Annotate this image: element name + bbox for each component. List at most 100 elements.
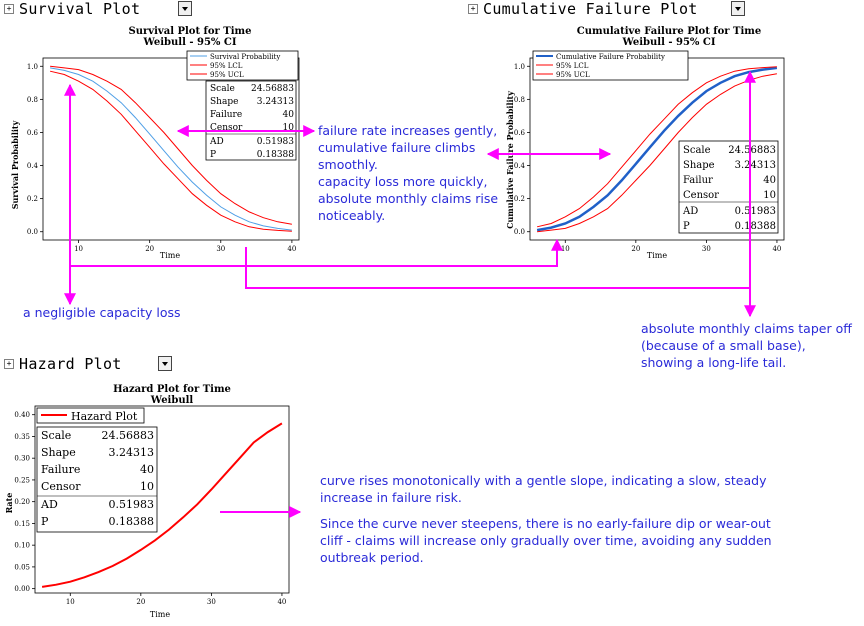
- legend-label: Survival Probability: [210, 53, 280, 61]
- y-tick-label: 0.40: [14, 411, 30, 419]
- stat-label: Scale: [683, 145, 711, 156]
- stat-value: 40: [140, 463, 154, 476]
- stat-value: 10: [763, 190, 776, 201]
- stat-value: 0.51983: [257, 137, 294, 147]
- y-tick-label: 0.8: [514, 96, 525, 104]
- legend-label: Hazard Plot: [71, 410, 138, 423]
- y-axis-label: Cumulative Failure Probability: [505, 91, 515, 229]
- stat-label: Failure: [210, 110, 242, 120]
- x-tick-label: 20: [136, 598, 145, 606]
- annotation-line: smoothly.: [318, 157, 378, 172]
- stat-value: 40: [763, 175, 776, 186]
- stat-label: Scale: [41, 429, 71, 442]
- stats-box: [678, 140, 779, 234]
- survival-chart: Survival Plot for Time Weibull - 95% CI …: [10, 26, 300, 260]
- y-tick-label: 0.8: [27, 96, 38, 104]
- hazard-chart: Hazard Plot for Time Weibull Rate Time 0…: [4, 384, 290, 619]
- stat-label: Shape: [210, 97, 238, 107]
- legend: Survival Probability 95% LCL 95% UCL: [186, 50, 299, 81]
- x-axis-label: Time: [150, 610, 170, 619]
- annotation-line: increase in failure risk.: [320, 490, 462, 505]
- stats-box: [205, 80, 297, 161]
- annotation-line: noticeably.: [318, 208, 386, 223]
- cumulative-dropdown-button[interactable]: [731, 1, 745, 16]
- series-line-cumulative: [536, 66, 778, 232]
- y-axis-label: Survival Probability: [10, 120, 20, 209]
- series-line-lcl: [537, 73, 777, 233]
- stat-value: 0.51983: [109, 498, 155, 511]
- expand-icon[interactable]: +: [4, 359, 14, 369]
- y-tick-label: 0.6: [27, 129, 39, 137]
- legend-label: 95% UCL: [556, 71, 590, 79]
- y-axis-label: Rate: [4, 493, 14, 514]
- legend-label: Cumulative Failure Probability: [556, 53, 665, 61]
- x-axis-label: Time: [647, 251, 667, 260]
- legend: Cumulative Failure Probability 95% LCL 9…: [532, 50, 689, 81]
- legend-label: 95% LCL: [210, 62, 243, 70]
- x-tick-label: 20: [631, 245, 640, 253]
- annotation-right: absolute monthly claims taper off (becau…: [641, 320, 861, 371]
- chart-subtitle: Weibull: [150, 395, 194, 406]
- stat-value: 10: [283, 123, 295, 133]
- annotation-line: cliff - claims will increase only gradua…: [320, 533, 772, 548]
- y-tick-label: 0.2: [514, 195, 525, 203]
- survival-dropdown-button[interactable]: [178, 1, 192, 16]
- annotation-line: (because of a small base),: [641, 338, 806, 353]
- legend-label: 95% LCL: [556, 62, 589, 70]
- y-tick-label: 0.30: [14, 455, 30, 463]
- series-line-ucl: [536, 66, 777, 228]
- panel-title-hazard: Hazard Plot: [19, 355, 122, 373]
- x-axis-label: Time: [160, 251, 180, 260]
- x-tick-label: 40: [772, 245, 781, 253]
- series-line-survival: [50, 67, 292, 231]
- cumulative-failure-chart: Cumulative Failure Plot for Time Weibull…: [505, 26, 785, 260]
- survival-panel-header: + Survival Plot: [4, 0, 140, 18]
- stat-value: 3.24313: [109, 446, 155, 459]
- legend: Hazard Plot: [36, 407, 145, 424]
- y-tick-label: 0.0: [514, 228, 525, 236]
- y-tick-label: 0.10: [14, 542, 30, 550]
- stat-label: Shape: [683, 160, 715, 171]
- stat-value: 0.51983: [735, 206, 776, 217]
- annotation-line: a negligible capacity loss: [23, 305, 181, 320]
- stat-value: 10: [140, 480, 154, 493]
- stat-value: 40: [283, 110, 295, 120]
- stat-label: AD: [682, 206, 698, 217]
- expand-icon[interactable]: +: [468, 4, 478, 14]
- hazard-panel-header: + Hazard Plot: [4, 355, 122, 373]
- y-tick-label: 0.25: [14, 476, 30, 484]
- stat-value: 24.56883: [102, 429, 155, 442]
- x-tick-label: 40: [287, 245, 296, 253]
- stats-table: Scale 24.56883 Shape 3.24313 Failure 40 …: [36, 426, 158, 533]
- stat-value: 0.18388: [735, 221, 776, 232]
- x-tick-label: 30: [216, 245, 225, 253]
- panel-title-cumulative: Cumulative Failure Plot: [483, 0, 698, 18]
- y-tick-label: 1.0: [27, 63, 38, 71]
- stat-value: 24.56883: [251, 84, 294, 94]
- y-tick-label: 0.4: [514, 162, 526, 170]
- annotation-line: cumulative failure climbs: [318, 140, 476, 155]
- annotation-line: absolute monthly claims rise: [318, 191, 499, 206]
- hazard-dropdown-button[interactable]: [158, 356, 172, 371]
- stat-value: 3.24313: [257, 97, 294, 107]
- annotation-line: absolute monthly claims taper off: [641, 321, 852, 336]
- annotation-line: failure rate increases gently,: [318, 123, 498, 138]
- chart-title: Hazard Plot for Time: [113, 384, 231, 395]
- stat-value: 3.24313: [735, 160, 776, 171]
- annotation-hazard: curve rises monotonically with a gentle …: [320, 472, 860, 566]
- y-tick-label: 0.4: [27, 162, 39, 170]
- series-line-ucl: [50, 65, 292, 225]
- stats-table: Scale 24.56883 Shape 3.24313 Failure 40 …: [205, 80, 297, 161]
- x-tick-label: 30: [207, 598, 216, 606]
- stat-label: Shape: [41, 446, 76, 459]
- stats-box: [36, 426, 158, 533]
- series-line-hazard: [41, 422, 283, 588]
- stat-value: 24.56883: [728, 145, 776, 156]
- stat-label: AD: [40, 498, 58, 511]
- panel-title-survival: Survival Plot: [19, 0, 141, 18]
- y-tick-label: 0.05: [14, 563, 30, 571]
- x-tick-label: 10: [66, 598, 75, 606]
- stat-label: Failur: [683, 175, 713, 186]
- stat-label: Failure: [41, 463, 80, 476]
- expand-icon[interactable]: +: [4, 4, 14, 14]
